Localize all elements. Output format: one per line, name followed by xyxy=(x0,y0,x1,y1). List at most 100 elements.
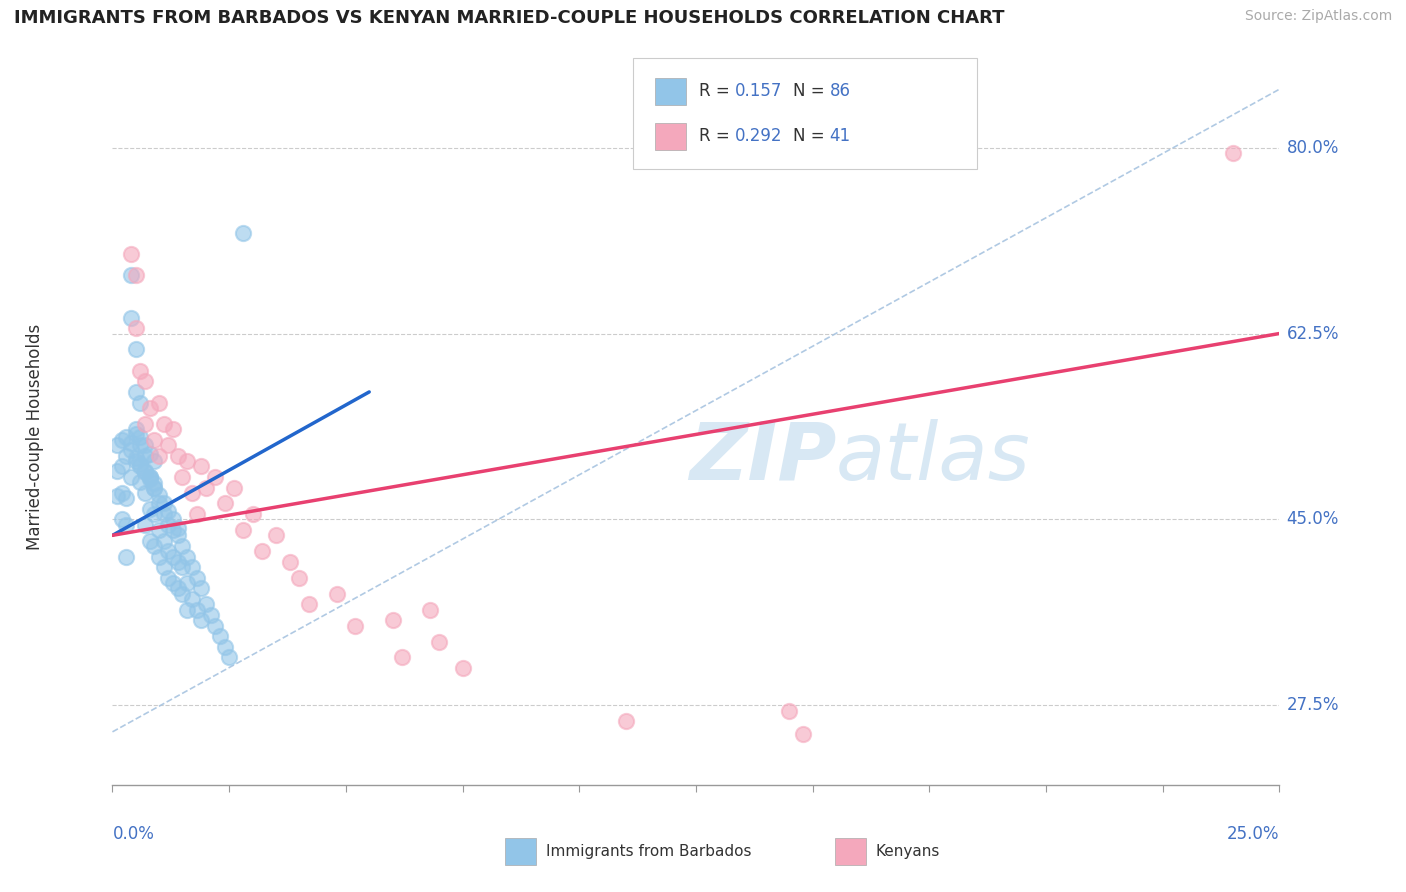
Point xyxy=(120,268,142,282)
Point xyxy=(143,481,166,495)
Point xyxy=(204,618,226,632)
Point xyxy=(125,384,148,399)
Point xyxy=(129,438,152,452)
Point xyxy=(208,629,231,643)
Point xyxy=(120,470,142,484)
Point xyxy=(129,364,152,378)
Point xyxy=(232,226,254,240)
Point xyxy=(451,661,474,675)
Point xyxy=(139,401,162,415)
Text: Married-couple Households: Married-couple Households xyxy=(27,324,44,550)
Point xyxy=(166,528,188,542)
Point xyxy=(148,488,170,502)
Point xyxy=(153,507,176,521)
Point xyxy=(180,592,202,607)
Point xyxy=(157,517,180,532)
Point xyxy=(143,481,166,495)
Point xyxy=(115,549,138,564)
Point xyxy=(166,449,188,463)
Point xyxy=(419,603,441,617)
Point xyxy=(278,555,301,569)
Text: 0.292: 0.292 xyxy=(735,128,783,145)
Point xyxy=(325,587,347,601)
Point xyxy=(162,523,184,537)
Point xyxy=(391,650,413,665)
Point xyxy=(1222,145,1244,160)
Point xyxy=(125,454,148,468)
Point xyxy=(157,438,180,452)
Point xyxy=(129,429,152,443)
Text: R =: R = xyxy=(699,82,735,100)
Point xyxy=(190,459,212,474)
Point xyxy=(125,321,148,335)
Point xyxy=(125,427,148,442)
Point xyxy=(129,475,152,490)
Point xyxy=(148,523,170,537)
Point xyxy=(134,464,156,478)
Point xyxy=(139,446,162,460)
Point xyxy=(288,571,311,585)
Point xyxy=(232,523,254,537)
Point xyxy=(129,395,152,409)
Point xyxy=(115,517,138,532)
Point xyxy=(125,268,148,282)
Point xyxy=(139,472,162,486)
Point xyxy=(143,433,166,447)
Text: IMMIGRANTS FROM BARBADOS VS KENYAN MARRIED-COUPLE HOUSEHOLDS CORRELATION CHART: IMMIGRANTS FROM BARBADOS VS KENYAN MARRI… xyxy=(14,9,1004,27)
Point xyxy=(134,438,156,452)
Point xyxy=(105,464,128,478)
Point xyxy=(264,528,287,542)
Point xyxy=(176,549,198,564)
Text: N =: N = xyxy=(793,128,830,145)
Point xyxy=(214,640,236,654)
Point xyxy=(153,496,176,510)
Point xyxy=(166,555,188,569)
Point xyxy=(214,496,236,510)
Text: 80.0%: 80.0% xyxy=(1286,138,1339,157)
Point xyxy=(139,533,162,548)
Point xyxy=(153,417,176,431)
Point xyxy=(194,598,217,612)
Point xyxy=(134,449,156,463)
Point xyxy=(297,598,319,612)
Point xyxy=(176,454,198,468)
Point xyxy=(190,582,212,596)
Point xyxy=(120,310,142,325)
Point xyxy=(792,727,814,741)
Point xyxy=(194,481,217,495)
Point xyxy=(129,459,152,474)
Point xyxy=(143,476,166,491)
Point xyxy=(162,422,184,436)
Point xyxy=(381,613,404,627)
Point xyxy=(176,603,198,617)
Text: 25.0%: 25.0% xyxy=(1227,825,1279,843)
Point xyxy=(148,549,170,564)
Point xyxy=(134,374,156,388)
Point xyxy=(129,457,152,471)
Point xyxy=(162,549,184,564)
Point xyxy=(250,544,273,558)
Point xyxy=(105,489,128,503)
Point xyxy=(115,429,138,443)
Text: Source: ZipAtlas.com: Source: ZipAtlas.com xyxy=(1244,9,1392,23)
Point xyxy=(180,560,202,574)
Point xyxy=(148,496,170,510)
Point xyxy=(148,449,170,463)
Point xyxy=(186,507,208,521)
Point xyxy=(172,560,194,574)
Point xyxy=(134,486,156,500)
Point xyxy=(204,470,226,484)
Point xyxy=(120,436,142,450)
Point xyxy=(176,576,198,591)
Point xyxy=(148,395,170,409)
Text: Kenyans: Kenyans xyxy=(876,845,941,859)
Text: Immigrants from Barbados: Immigrants from Barbados xyxy=(546,845,751,859)
Point xyxy=(242,507,264,521)
Point xyxy=(186,571,208,585)
Point xyxy=(344,618,367,632)
Point xyxy=(172,470,194,484)
Point xyxy=(105,438,128,452)
Point xyxy=(190,613,212,627)
Point xyxy=(200,607,222,622)
Point xyxy=(125,343,148,357)
